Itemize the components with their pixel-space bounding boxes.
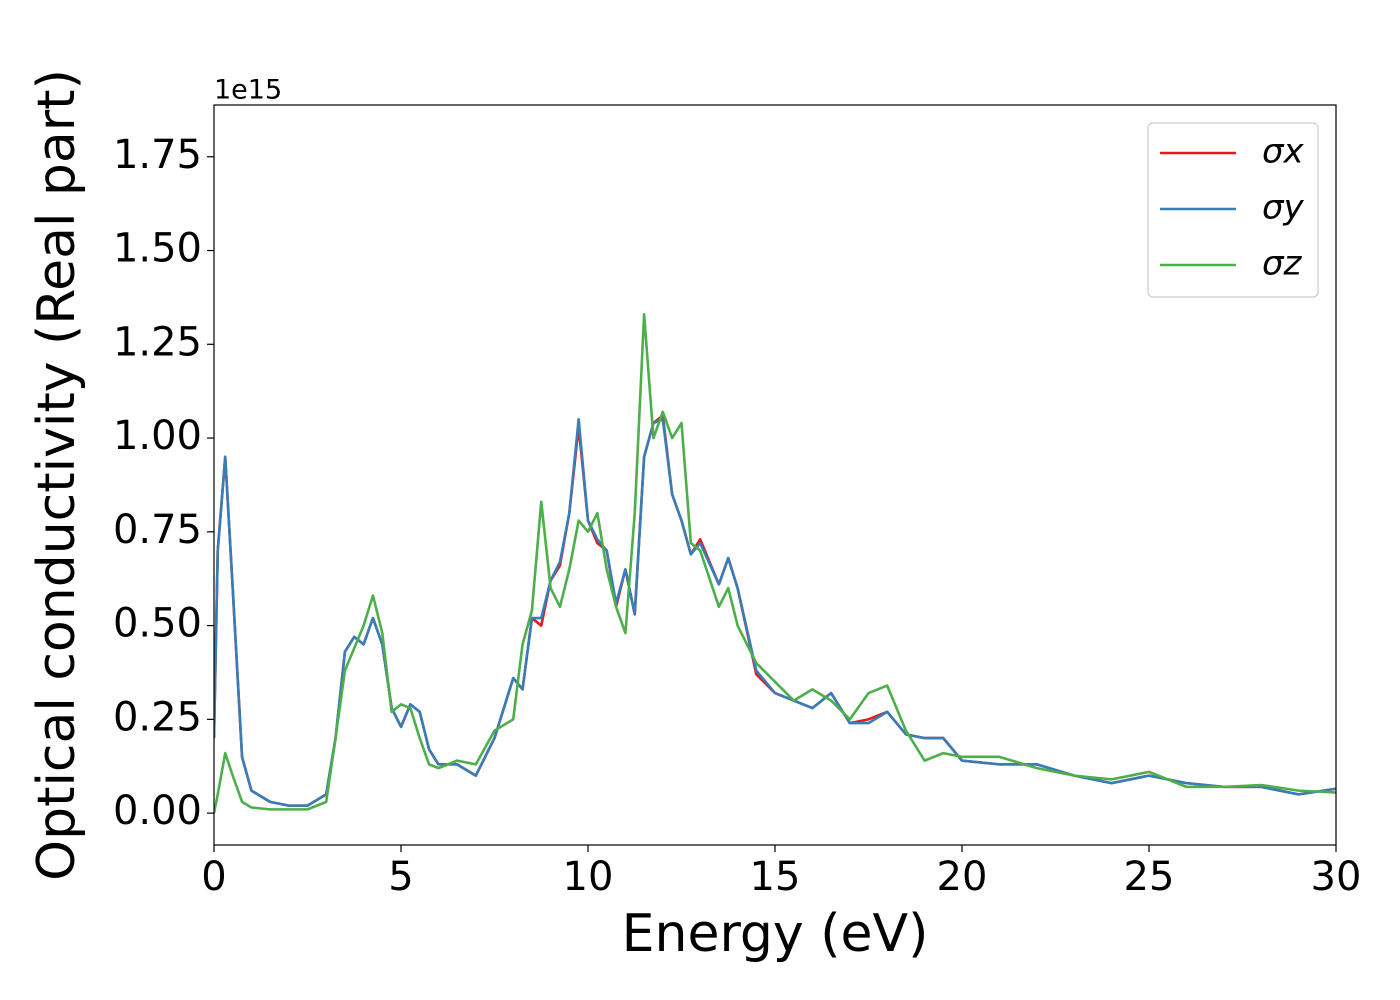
x-axis-title: Energy (eV) [622,904,929,964]
y-tick-label: 1.00 [113,413,202,459]
x-tick-label: 10 [563,854,614,900]
y-offset-label: 1e15 [214,75,282,106]
legend-label: σy [1262,188,1305,228]
series-line [214,414,1336,807]
series-line [214,418,1336,807]
y-tick-label: 1.75 [113,132,202,178]
plot-frame [213,104,1337,846]
x-tick-label: 25 [1124,854,1175,900]
y-axis-title: Optical conductivity (Real part) [27,69,87,881]
x-tick-label: 15 [750,854,801,900]
x-tick-label: 30 [1311,854,1362,900]
x-tick-label: 5 [388,854,413,900]
y-tick-label: 1.50 [113,226,202,272]
x-tick-label: 0 [201,854,226,900]
x-tick-label: 20 [937,854,988,900]
series-line [214,312,1336,814]
y-tick-label: 0.00 [113,788,202,834]
y-tick-label: 0.50 [113,601,202,647]
legend-label: σx [1262,132,1305,172]
y-tick-label: 1.25 [113,319,202,365]
legend-label: σz [1262,244,1303,284]
y-tick-label: 0.25 [113,694,202,740]
y-tick-label: 0.75 [113,507,202,553]
